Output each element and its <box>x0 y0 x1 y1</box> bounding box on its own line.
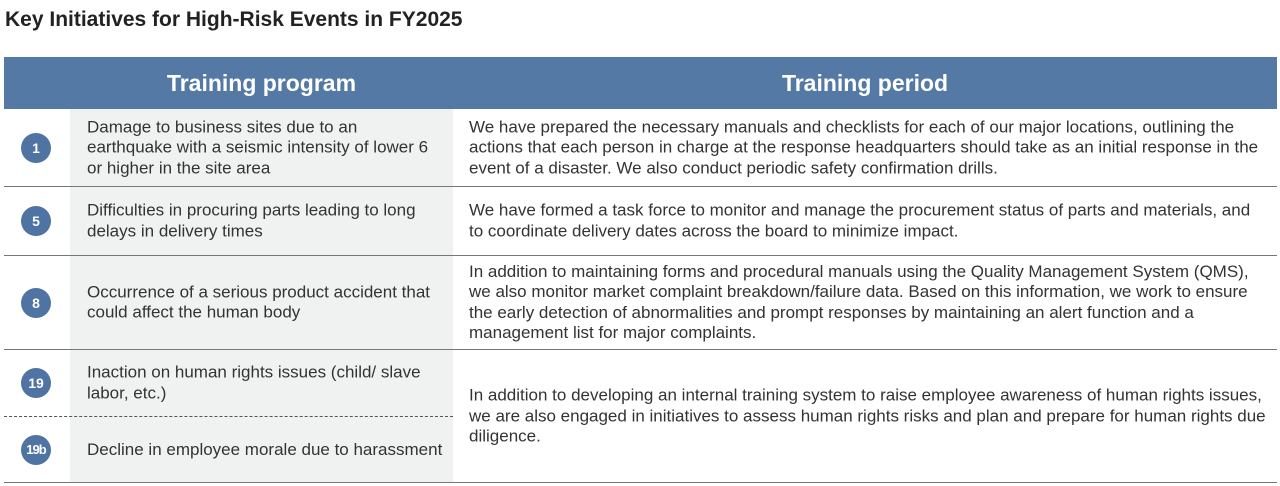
program-text: Decline in employee morale due to harass… <box>87 439 443 459</box>
period-text: In addition to developing an internal tr… <box>469 385 1266 446</box>
page-title: Key Initiatives for High-Risk Events in … <box>5 8 463 31</box>
table-subrow: 19b Decline in employee morale due to ha… <box>4 417 453 482</box>
risk-number-badge: 5 <box>21 206 51 236</box>
column-header-period: Training period <box>781 70 949 96</box>
program-text: Damage to business sites due to an earth… <box>87 116 429 177</box>
table-row: 8 Occurrence of a serious product accide… <box>4 256 1277 350</box>
table-subrow: 19 Inaction on human rights issues (chil… <box>4 350 453 417</box>
program-text: Inaction on human rights issues (child/ … <box>87 362 421 403</box>
risk-number-badge: 1 <box>21 132 51 163</box>
table-header: Training program Training period <box>4 57 1277 109</box>
table-row: In addition to developing an internal tr… <box>4 350 1277 483</box>
table-row: 5 Difficulties in procuring parts leadin… <box>4 187 1277 256</box>
risk-number-badge: 19b <box>21 434 51 465</box>
period-text: We have formed a task force to monitor a… <box>469 200 1251 241</box>
risk-number-badge: 8 <box>21 287 51 318</box>
table-row: 1 Damage to business sites due to an ear… <box>4 109 1277 187</box>
column-header-program: Training program <box>166 70 357 96</box>
risk-number-badge: 19 <box>21 368 51 398</box>
program-text: Difficulties in procuring parts leading … <box>87 200 416 241</box>
period-text: We have prepared the necessary manuals a… <box>469 116 1259 177</box>
program-text: Occurrence of a serious product accident… <box>87 282 431 322</box>
period-text: In addition to maintaining forms and pro… <box>469 261 1249 343</box>
